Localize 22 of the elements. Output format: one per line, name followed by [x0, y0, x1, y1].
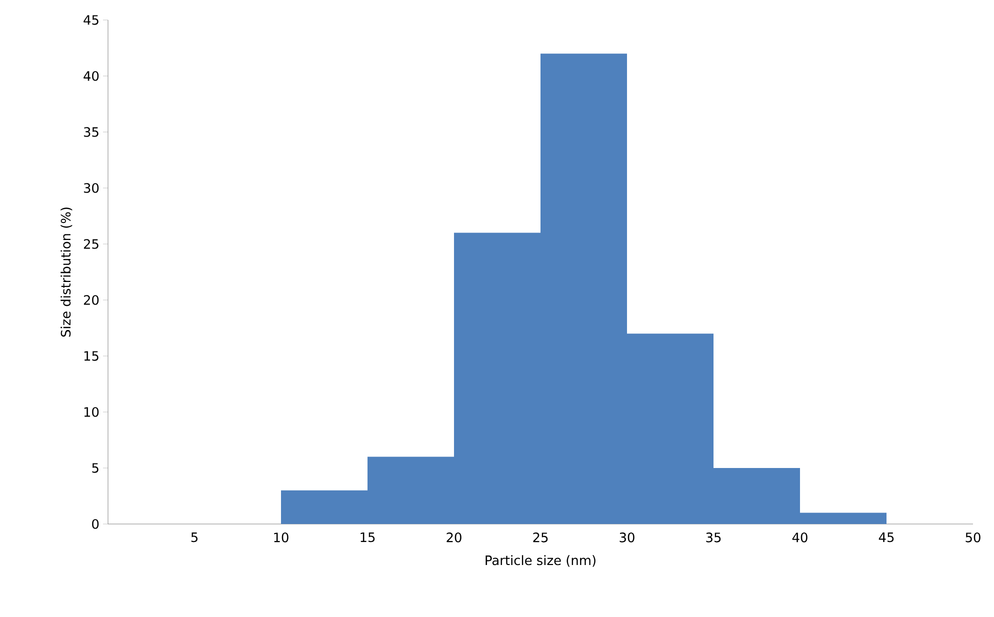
x-tick-label: 50 — [966, 532, 980, 542]
x-tick-label: 30 — [620, 532, 634, 542]
y-tick-label: 30 — [84, 183, 99, 193]
x-tick-label: 35 — [706, 532, 721, 542]
y-tick-label: 45 — [84, 15, 98, 25]
y-tick-label: 10 — [84, 407, 99, 417]
x-tick-label: 40 — [792, 532, 808, 542]
y-tick-label: 40 — [84, 71, 99, 81]
x-tick-label: 20 — [446, 532, 462, 542]
x-tick-label: 10 — [274, 532, 288, 542]
y-tick-label: 15 — [84, 351, 98, 361]
x-tick-label: 5 — [191, 532, 198, 542]
x-tick-label: 15 — [360, 532, 375, 542]
y-tick-label: 25 — [84, 239, 98, 249]
y-axis-title: Size distribution (%) — [60, 208, 72, 337]
y-tick-label: 5 — [92, 463, 98, 473]
x-tick-label: 45 — [878, 532, 894, 542]
x-axis-title: Particle size (nm) — [486, 555, 596, 567]
y-tick-label: 35 — [84, 127, 98, 137]
x-tick-label: 25 — [533, 532, 548, 542]
y-tick-label: 20 — [84, 295, 99, 305]
y-tick-label: 0 — [92, 519, 99, 529]
